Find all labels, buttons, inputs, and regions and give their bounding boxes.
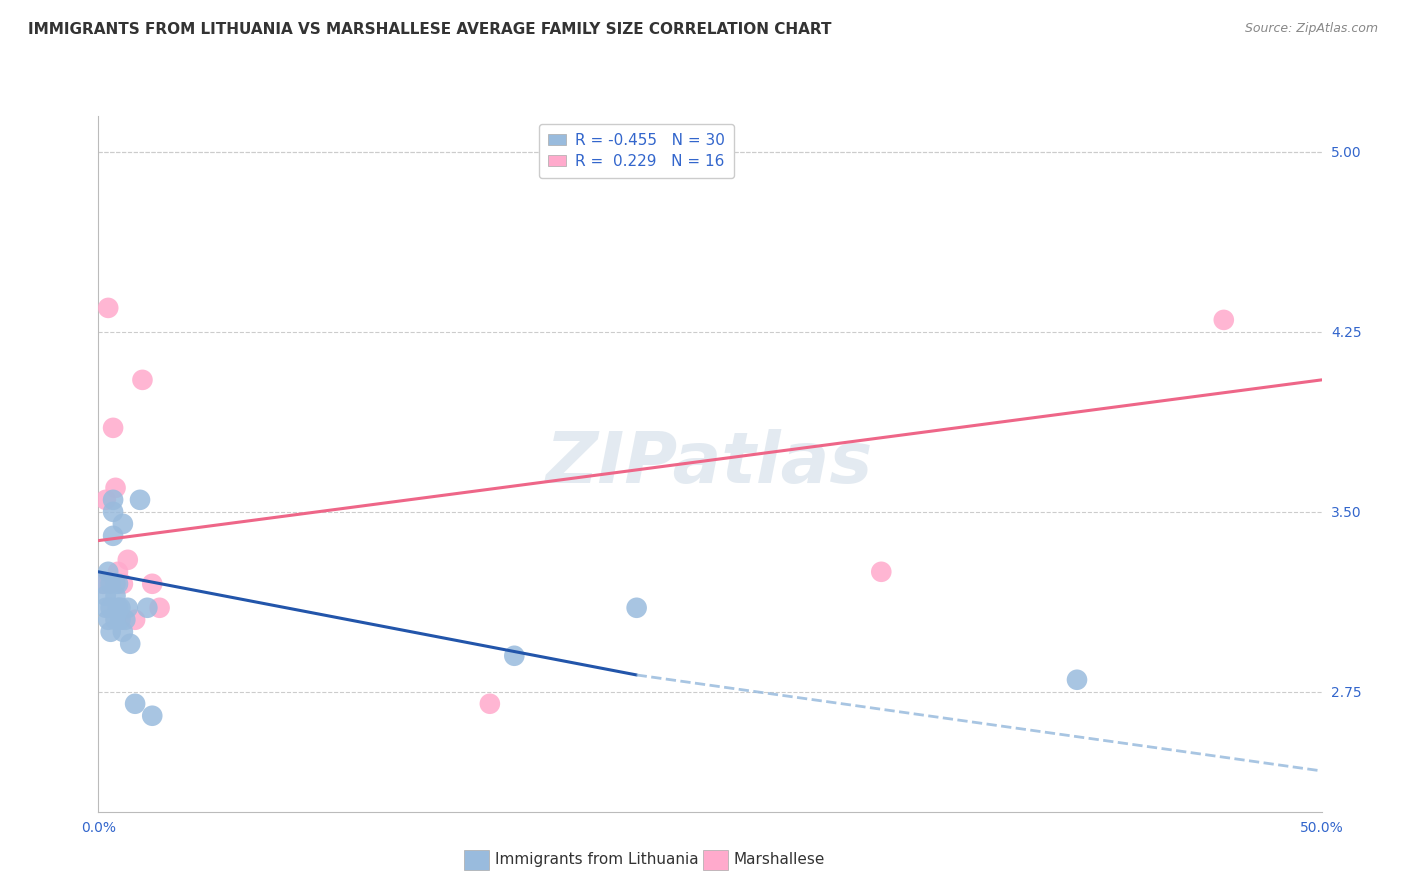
Point [141, 576, 163, 591]
Point [478, 697, 501, 711]
Text: Immigrants from Lithuania: Immigrants from Lithuania [495, 853, 699, 867]
Point [101, 492, 124, 507]
Point [104, 589, 127, 603]
Point [110, 600, 132, 615]
Text: Marshallese: Marshallese [734, 853, 825, 867]
Point [124, 613, 146, 627]
Point [111, 516, 134, 531]
Point [97, 613, 120, 627]
Point [136, 600, 159, 615]
Point [104, 576, 127, 591]
Text: Source: ZipAtlas.com: Source: ZipAtlas.com [1244, 22, 1378, 36]
Text: IMMIGRANTS FROM LITHUANIA VS MARSHALLESE AVERAGE FAMILY SIZE CORRELATION CHART: IMMIGRANTS FROM LITHUANIA VS MARSHALLESE… [28, 22, 831, 37]
Legend: R = -0.455   N = 30, R =  0.229   N = 16: R = -0.455 N = 30, R = 0.229 N = 16 [538, 124, 734, 178]
Point [111, 576, 134, 591]
Point [91, 576, 114, 591]
Point [131, 373, 153, 387]
Point [110, 613, 132, 627]
Point [107, 600, 129, 615]
Point [117, 600, 139, 615]
Point [149, 600, 172, 615]
Point [94, 589, 117, 603]
Point [101, 529, 124, 543]
Point [870, 565, 893, 579]
Point [107, 576, 129, 591]
Point [100, 576, 122, 591]
Point [626, 600, 648, 615]
Point [94, 492, 117, 507]
Point [91, 576, 114, 591]
Point [94, 600, 117, 615]
Point [107, 565, 129, 579]
Point [101, 505, 124, 519]
Point [104, 613, 127, 627]
Point [141, 708, 163, 723]
Point [101, 421, 124, 435]
Point [1066, 673, 1088, 687]
Point [503, 648, 526, 663]
Point [117, 553, 139, 567]
Point [104, 481, 127, 495]
Point [97, 301, 120, 315]
Point [111, 624, 134, 639]
Point [97, 565, 120, 579]
Point [100, 576, 122, 591]
Point [120, 637, 142, 651]
Point [100, 624, 122, 639]
Text: ZIPatlas: ZIPatlas [547, 429, 873, 499]
Point [129, 492, 152, 507]
Point [100, 600, 122, 615]
Point [124, 697, 146, 711]
Point [114, 613, 136, 627]
Point [1212, 313, 1234, 327]
